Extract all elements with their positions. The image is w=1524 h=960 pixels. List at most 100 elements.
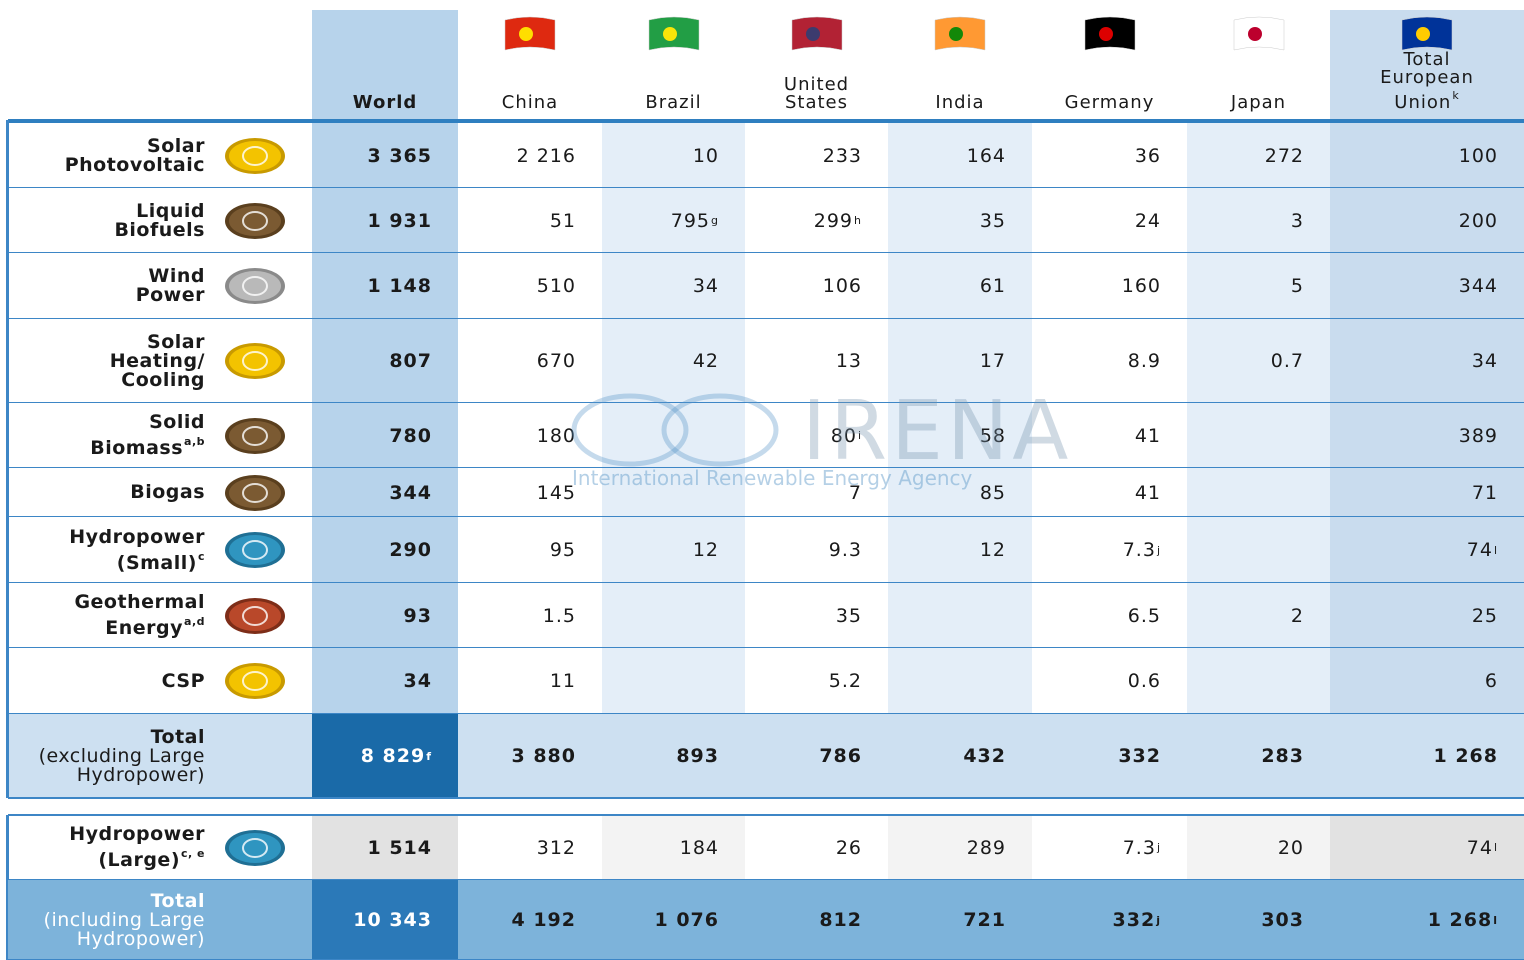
cell-bg: [1187, 468, 1330, 517]
cell-value: 8.9: [1127, 350, 1161, 372]
table-cell: 13: [745, 319, 888, 403]
row-label-line: Liquid: [136, 199, 205, 222]
row-label: Solar Photovoltaic: [8, 123, 205, 188]
table-cell: 1 268: [1330, 714, 1524, 798]
column-name-text: United: [783, 74, 850, 95]
cell-value: 6.5: [1127, 604, 1161, 627]
cell-bg: [1032, 648, 1187, 714]
superscript: l: [1493, 913, 1498, 927]
cell-value: 85: [979, 481, 1006, 504]
cell-value: 35: [835, 604, 862, 627]
cell-value: 34: [403, 670, 432, 692]
row-label-line: Power: [136, 286, 205, 305]
table-cell: 344: [312, 468, 458, 517]
cell-bg: [458, 123, 602, 188]
cell-bg: [312, 319, 458, 403]
table-cell: 303: [1187, 880, 1330, 960]
cell-value: 160: [1121, 275, 1161, 297]
cell-value: 303: [1261, 909, 1304, 931]
cell-value: 332: [1118, 745, 1161, 767]
row-label-line: Solid: [149, 413, 205, 432]
row-label-text: Solar: [147, 330, 205, 353]
table-cell: 0.6: [1032, 648, 1187, 714]
cell-bg: [745, 880, 888, 960]
column-name-text: European: [1380, 67, 1474, 88]
row-label-text: Wind: [148, 265, 205, 287]
row-label-line: Cooling: [121, 370, 205, 390]
category-icon: [225, 343, 285, 379]
column-name: States: [785, 94, 848, 112]
cell-bg: [458, 253, 602, 319]
table-cell: 200: [1330, 188, 1524, 253]
cell-bg: [745, 648, 888, 714]
cell-value: 807: [389, 350, 432, 372]
cell-value: 1 268: [1427, 909, 1493, 931]
row-label: Total (excluding Large Hydropower): [8, 714, 205, 798]
cell-value: 0.6: [1127, 670, 1161, 692]
cell-bg: [1032, 815, 1187, 880]
cell-bg: [745, 583, 888, 648]
cell-bg: [888, 319, 1032, 403]
cell-bg: [1032, 714, 1187, 798]
cell-bg: [602, 517, 745, 583]
cell-bg: [458, 188, 602, 253]
watermark-subtitle: International Renewable Energy Agency: [572, 466, 973, 490]
superscript: a,d: [184, 615, 205, 628]
cell-value: 1 076: [654, 909, 719, 931]
cell-value: 200: [1458, 209, 1498, 232]
cell-bg: [888, 880, 1032, 960]
cell-value: 61: [979, 275, 1006, 297]
table-cell: 95: [458, 517, 602, 583]
table-cell: 8.9: [1032, 319, 1187, 403]
cell-value: 2 216: [516, 144, 576, 167]
column-name: Unionk: [1394, 87, 1459, 112]
column-name: World: [353, 94, 418, 112]
cell-value: 786: [819, 745, 862, 767]
cell-value: 289: [966, 836, 1006, 859]
cell-bg: [1032, 403, 1187, 468]
cell-bg: [1187, 648, 1330, 714]
row-label: Total (including Large Hydropower): [8, 880, 205, 960]
table-cell: [1187, 648, 1330, 714]
table-cell: 93: [312, 583, 458, 648]
cell-value: 3 880: [511, 745, 576, 767]
table-cell: 17: [888, 319, 1032, 403]
table-cell: 160: [1032, 253, 1187, 319]
row-label: Solid Biomassa,b: [8, 403, 205, 468]
table-cell: 510: [458, 253, 602, 319]
cell-value: 51: [549, 209, 576, 232]
table-cell: 290: [312, 517, 458, 583]
row-label-line: Geothermal: [74, 593, 205, 612]
table-cell: 9.3: [745, 517, 888, 583]
row-label: Solar Heating/Cooling: [8, 319, 205, 403]
table-cell: 1 076: [602, 880, 745, 960]
table-cell: 12: [602, 517, 745, 583]
table-cell: 34: [312, 648, 458, 714]
cell-value: 1.5: [542, 604, 576, 627]
cell-value: 8 829: [360, 745, 426, 767]
superscript: j: [1156, 913, 1161, 927]
cell-bg: [1330, 123, 1524, 188]
row-label-text: Total: [150, 889, 205, 912]
cell-bg: [1330, 188, 1524, 253]
row-label-text: Power: [135, 284, 205, 306]
table-cell: 80 i: [745, 403, 888, 468]
cell-bg: [1187, 517, 1330, 583]
cell-value: 95: [549, 539, 576, 561]
column-name: Total: [1403, 51, 1450, 69]
table-cell: 42: [602, 319, 745, 403]
column-name-text: Union: [1394, 92, 1452, 113]
cell-bg: [312, 583, 458, 648]
column-header: Japan: [1187, 10, 1330, 120]
cell-bg: [602, 319, 745, 403]
row-label-text: (Large): [98, 849, 180, 871]
table-cell: 4 192: [458, 880, 602, 960]
column-name-text: States: [784, 92, 849, 113]
cell-bg: [312, 468, 458, 517]
cell-value: 1 931: [367, 209, 432, 232]
row-label-text: Liquid: [136, 199, 205, 222]
cell-bg: [745, 815, 888, 880]
table-cell: 100: [1330, 123, 1524, 188]
table-cell: 7: [745, 468, 888, 517]
column-header: World: [312, 10, 458, 120]
